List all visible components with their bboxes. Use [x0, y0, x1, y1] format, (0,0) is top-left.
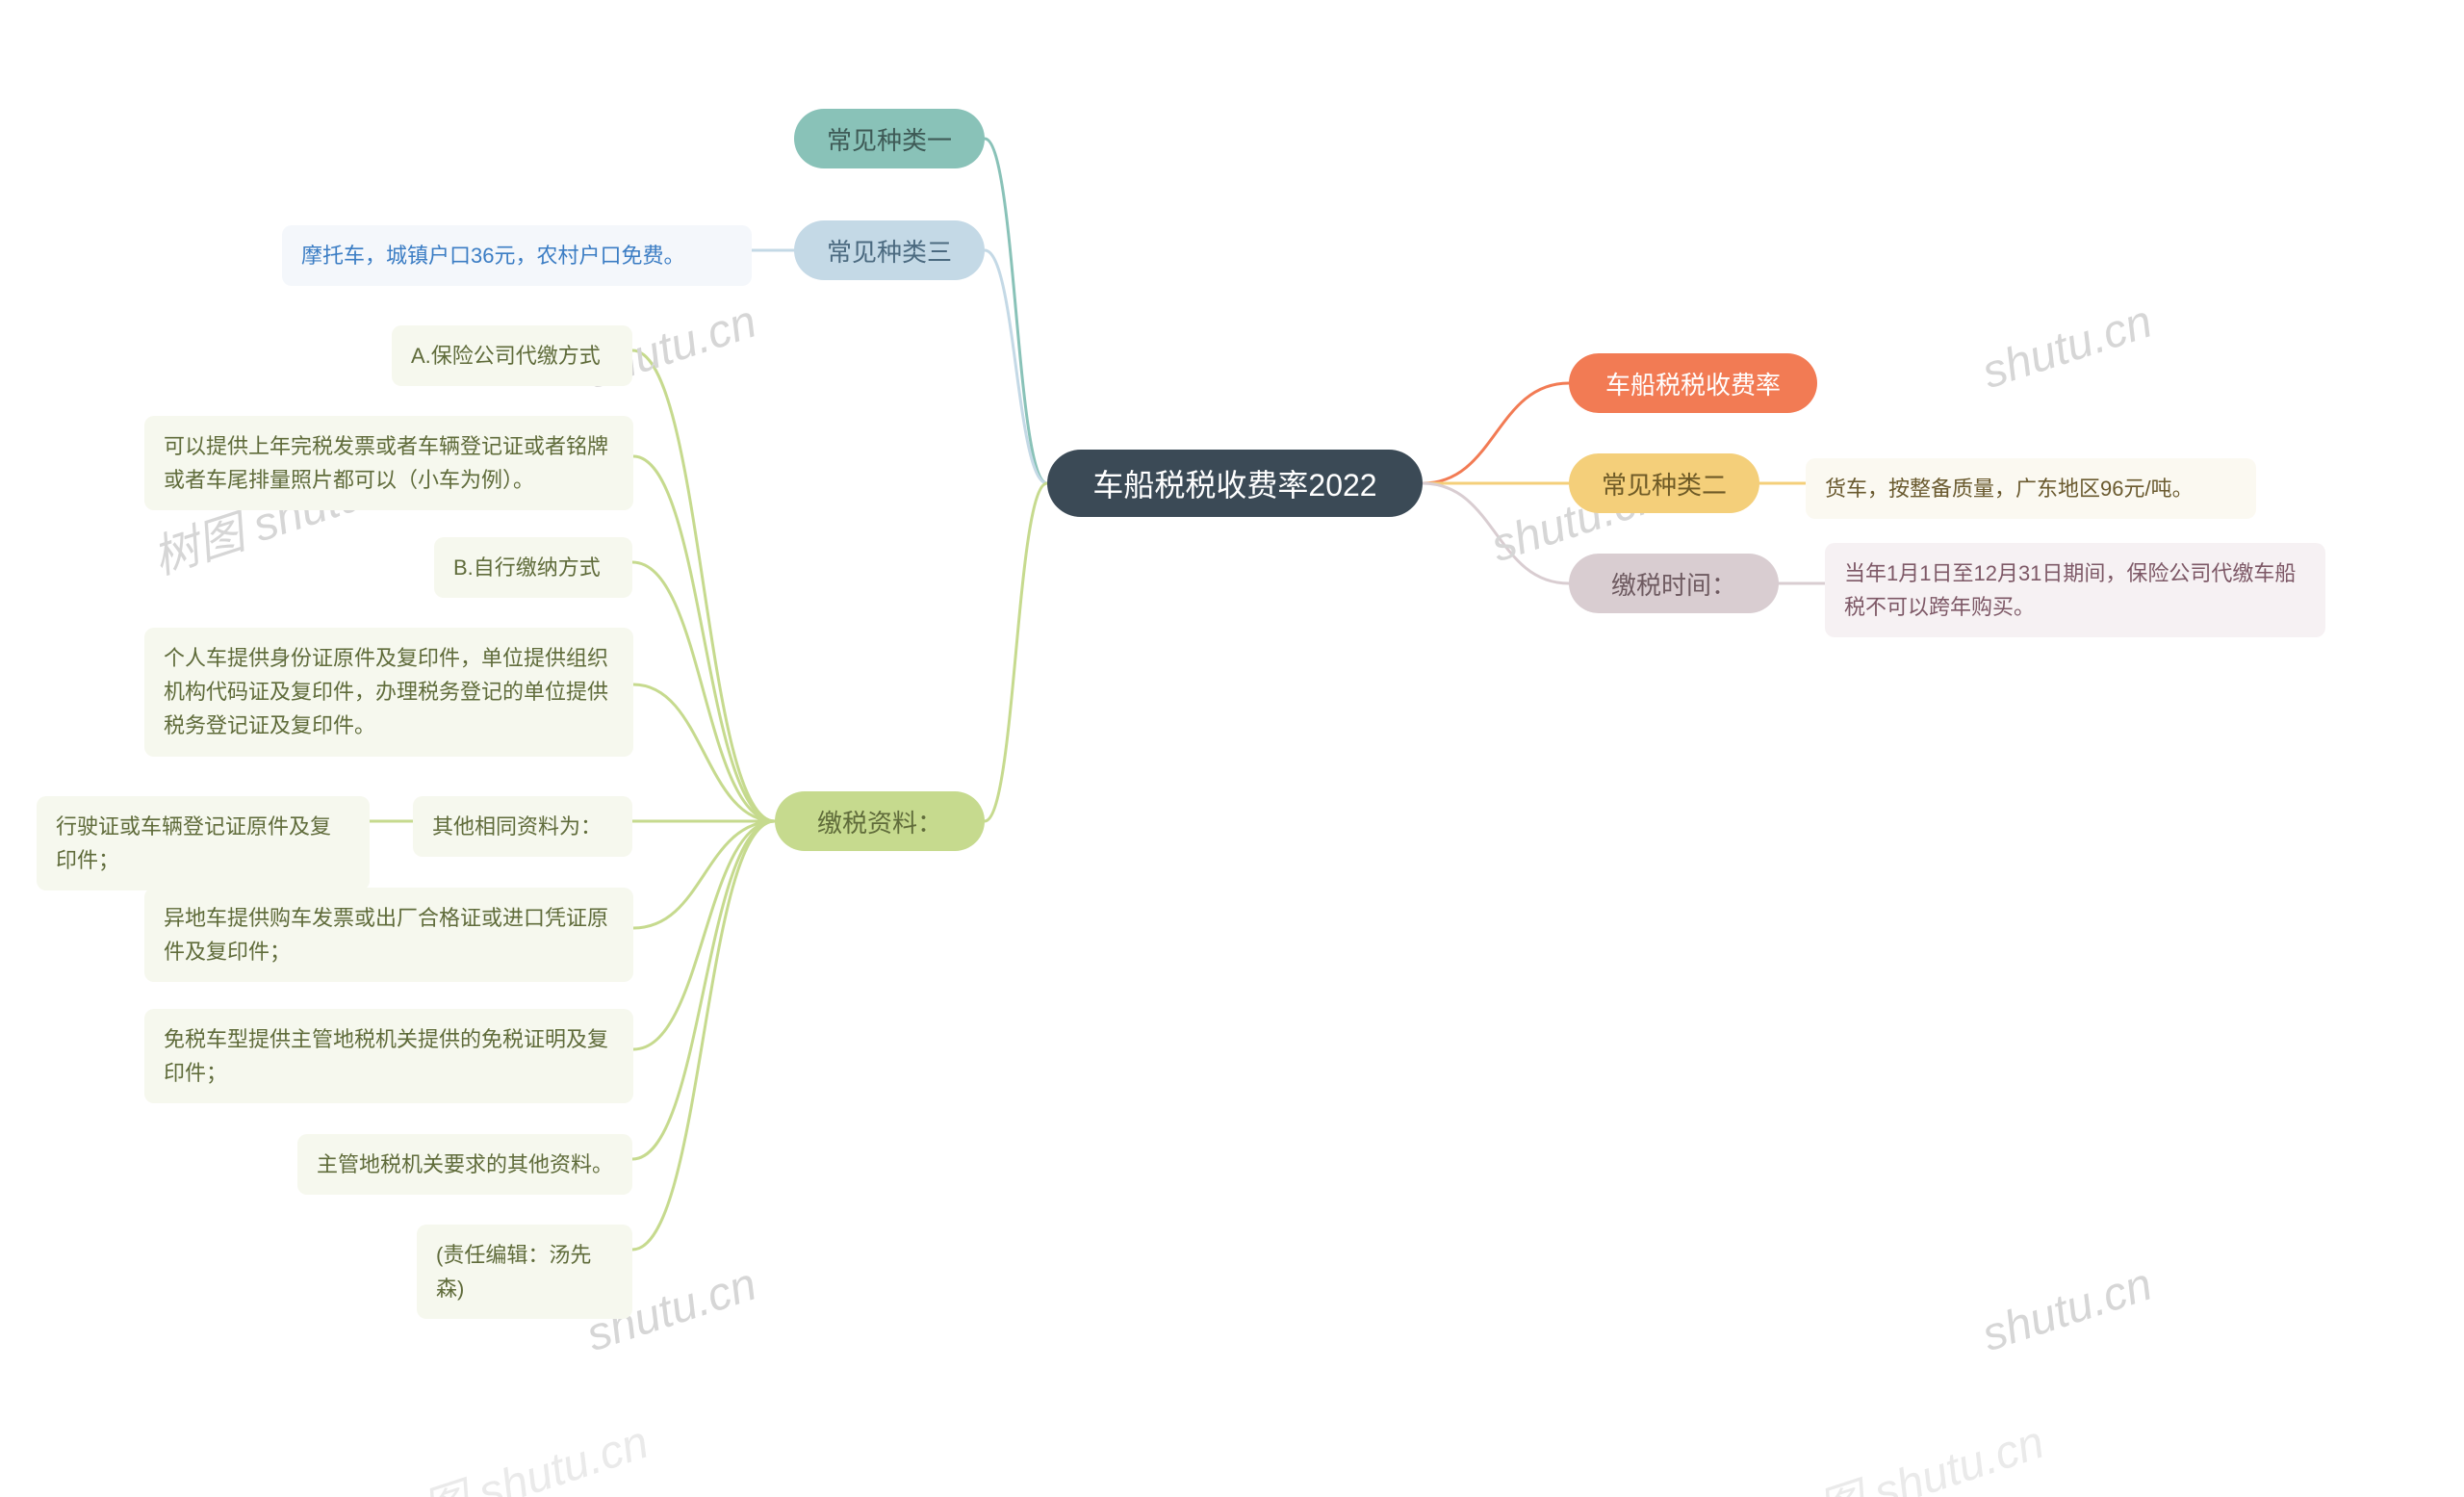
root-node[interactable]: 车船税税收费率2022 [1047, 450, 1423, 517]
leaf-docs-editor[interactable]: (责任编辑：汤先森) [417, 1225, 632, 1319]
leaf-docs-same[interactable]: 其他相同资料为： [413, 796, 632, 857]
branch-docs[interactable]: 缴税资料： [775, 791, 985, 851]
branch-time[interactable]: 缴税时间： [1569, 554, 1779, 613]
branch-type1[interactable]: 常见种类一 [794, 109, 985, 168]
branch-type2[interactable]: 常见种类二 [1569, 453, 1759, 513]
leaf-truck[interactable]: 货车，按整备质量，广东地区96元/吨。 [1806, 458, 2256, 519]
leaf-docs-b[interactable]: B.自行缴纳方式 [434, 537, 632, 598]
branch-type3[interactable]: 常见种类三 [794, 220, 985, 280]
watermark: 图 shutu.cn [412, 1404, 655, 1497]
watermark: shutu.cn [1976, 296, 2159, 400]
leaf-docs-a-desc[interactable]: 可以提供上年完税发票或者车辆登记证或者铭牌或者车尾排量照片都可以（小车为例）。 [144, 416, 633, 510]
branch-rate[interactable]: 车船税税收费率 [1569, 353, 1817, 413]
watermark: shutu.cn [1976, 1258, 2159, 1362]
watermark: 图 shutu.cn [1808, 1404, 2051, 1497]
leaf-docs-other[interactable]: 主管地税机关要求的其他资料。 [297, 1134, 632, 1195]
leaf-docs-exempt[interactable]: 免税车型提供主管地税机关提供的免税证明及复印件； [144, 1009, 633, 1103]
leaf-docs-same-sub[interactable]: 行驶证或车辆登记证原件及复印件； [37, 796, 370, 890]
leaf-motorcycle[interactable]: 摩托车，城镇户口36元，农村户口免费。 [282, 225, 752, 286]
leaf-docs-remote[interactable]: 异地车提供购车发票或出厂合格证或进口凭证原件及复印件； [144, 888, 633, 982]
leaf-docs-b-desc[interactable]: 个人车提供身份证原件及复印件，单位提供组织机构代码证及复印件，办理税务登记的单位… [144, 628, 633, 757]
leaf-docs-a[interactable]: A.保险公司代缴方式 [392, 325, 632, 386]
leaf-time-detail[interactable]: 当年1月1日至12月31日期间，保险公司代缴车船税不可以跨年购买。 [1825, 543, 2325, 637]
